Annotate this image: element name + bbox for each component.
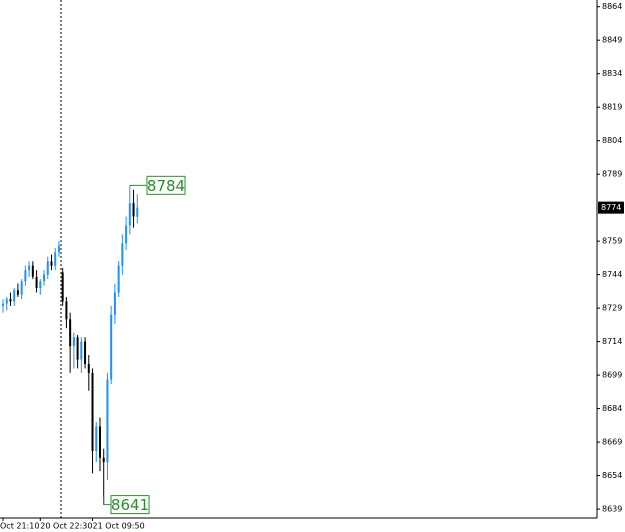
candle-body — [50, 261, 53, 266]
candle-body — [16, 290, 19, 295]
candle-body — [95, 426, 98, 452]
y-tick-label: 8789 — [602, 170, 622, 179]
candle-body — [117, 265, 120, 293]
last-price-label: 8774 — [601, 203, 621, 212]
y-tick-label: 8849 — [602, 36, 622, 45]
candle-body — [28, 265, 31, 271]
last-price-box — [598, 201, 624, 214]
y-tick-label: 8654 — [602, 471, 622, 480]
candle-body — [113, 292, 116, 315]
candle-body — [106, 379, 109, 463]
y-tick-label: 8804 — [602, 136, 622, 145]
candle-body — [24, 270, 27, 282]
candle-body — [61, 272, 64, 302]
candle-body — [84, 341, 87, 364]
y-tick-label: 8714 — [602, 337, 622, 346]
y-tick-label: 8744 — [602, 270, 622, 279]
y-tick-label: 8759 — [602, 237, 622, 246]
y-tick-label: 8669 — [602, 438, 622, 447]
y-tick-label: 8699 — [602, 371, 622, 380]
min-connector — [103, 496, 111, 506]
candle-body — [87, 363, 90, 373]
y-tick-label: 8639 — [602, 505, 622, 514]
candle-body — [35, 276, 38, 289]
candle-body — [102, 457, 105, 463]
candle-body — [2, 303, 4, 306]
min-label: 8641 — [111, 496, 149, 514]
max-label-box — [146, 175, 186, 195]
candle-body — [132, 203, 135, 217]
candle-body — [20, 281, 23, 295]
candle-body — [57, 245, 60, 253]
candle-body — [136, 207, 139, 217]
candle-body — [98, 426, 101, 458]
candle-body — [80, 341, 83, 360]
max-label: 8784 — [147, 177, 185, 195]
candle-body — [43, 274, 46, 282]
candle-body — [72, 337, 75, 347]
candle-body — [39, 281, 42, 289]
candle-body — [110, 314, 113, 380]
candle-body — [54, 252, 57, 266]
candle-body — [5, 299, 8, 304]
x-tick-label: Oct 21:10 — [0, 522, 39, 531]
candle-body — [46, 261, 49, 275]
y-tick-label: 8729 — [602, 304, 622, 313]
x-tick-label: 21 Oct 09:50 — [93, 522, 145, 531]
candle-body — [128, 203, 131, 226]
candle-body — [69, 319, 72, 347]
y-tick-label: 8819 — [602, 103, 622, 112]
y-tick-label: 8684 — [602, 404, 622, 413]
candle-body — [125, 225, 128, 244]
y-tick-label: 8834 — [602, 69, 622, 78]
min-label-box — [110, 495, 150, 515]
x-tick-label: 20 Oct 22:30 — [40, 522, 92, 531]
candle-body — [121, 243, 124, 266]
candle-body — [91, 372, 94, 452]
candle-body — [76, 337, 79, 360]
candle-body — [65, 301, 68, 320]
candle-body — [13, 290, 16, 302]
candle-body — [31, 265, 34, 277]
candle-body — [9, 299, 12, 302]
y-tick-label: 8864 — [602, 2, 622, 11]
